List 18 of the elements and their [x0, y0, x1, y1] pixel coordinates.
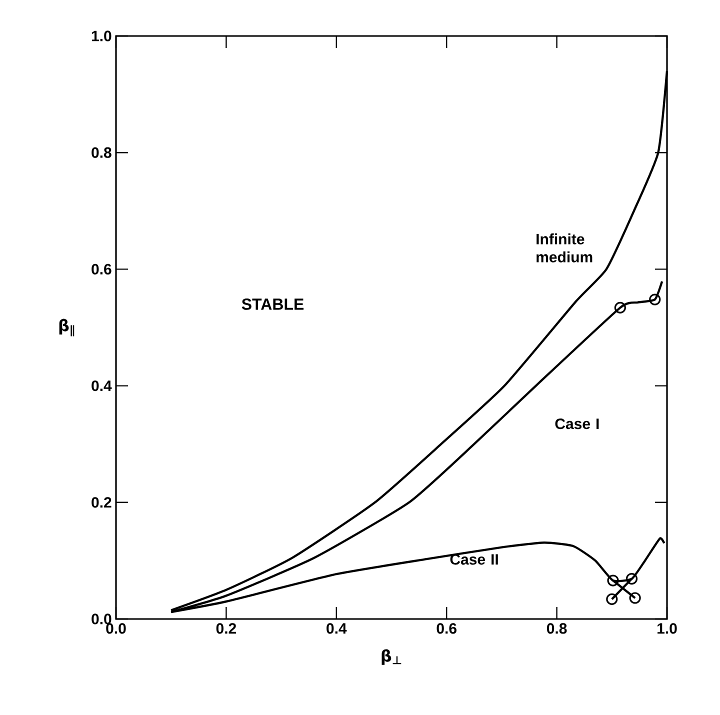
x-axis-title: β$_{⊥}$	[382, 649, 402, 665]
y-axis-title: β$_{∥}$	[59, 318, 74, 336]
x-tick-label: 0.8	[546, 623, 567, 634]
y-tick-label: 0.0	[92, 614, 112, 624]
x-tick-label: 1.0	[658, 623, 677, 634]
y-tick-label: 1.0	[92, 30, 112, 42]
text: Case I	[555, 418, 599, 430]
annotation: STABLE	[242, 298, 304, 310]
y-tick-label: 0.4	[92, 380, 112, 392]
x-tick-label: 0.2	[216, 623, 236, 634]
series-label: Infinite medium	[536, 233, 592, 262]
series-label: Case II	[450, 554, 498, 565]
x-tick-label: 0.4	[326, 623, 347, 634]
x-tick-label: 0.0	[106, 623, 126, 634]
x-tick-label: 0.6	[436, 623, 456, 634]
y-tick-label: 0.6	[92, 264, 112, 274]
y-tick-label: 0.8	[92, 147, 112, 158]
y-tick-label: 0.2	[92, 497, 112, 508]
